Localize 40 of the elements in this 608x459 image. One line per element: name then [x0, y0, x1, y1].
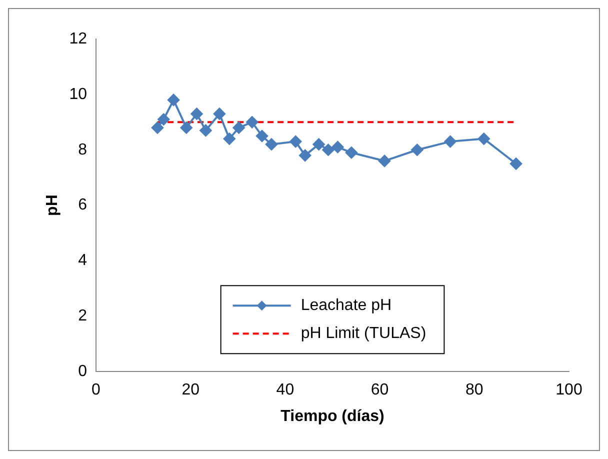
point — [180, 122, 192, 134]
point — [378, 154, 391, 167]
point — [256, 130, 268, 142]
y-tick-label: 0 — [78, 363, 88, 380]
point — [345, 146, 358, 159]
x-tick-label: 20 — [182, 382, 200, 399]
y-tick-label: 4 — [78, 252, 88, 270]
legend-label: pH Limit (TULAS) — [300, 325, 426, 342]
y-tick-label: 2 — [78, 308, 88, 325]
point — [151, 122, 164, 134]
y-tick-label: 10 — [69, 86, 88, 103]
y-tick-label: 6 — [78, 196, 88, 214]
point — [478, 132, 490, 145]
y-tick-label: 8 — [78, 141, 88, 158]
point — [265, 138, 278, 150]
x-tick-label: 80 — [466, 382, 484, 399]
point — [200, 124, 212, 136]
point — [158, 113, 170, 126]
x-tick-label: 100 — [556, 382, 582, 399]
point — [232, 122, 245, 134]
point — [190, 108, 203, 120]
point — [411, 144, 424, 156]
point — [322, 144, 334, 156]
point — [332, 141, 344, 154]
legend-label: Leachate pH — [300, 297, 392, 314]
point — [510, 158, 522, 170]
x-tick-label: 60 — [370, 382, 389, 399]
x-axis-title: Tiempo (días) — [280, 408, 384, 425]
point — [223, 132, 236, 145]
point — [312, 138, 325, 150]
y-axis-title: pH — [44, 194, 62, 216]
x-tick-label: 40 — [276, 382, 294, 399]
point — [444, 136, 456, 148]
x-tick-label: 0 — [92, 382, 101, 399]
point — [299, 149, 312, 162]
point — [213, 108, 226, 120]
point — [168, 94, 180, 106]
point — [290, 136, 302, 148]
y-tick-label: 12 — [69, 30, 88, 48]
point — [246, 116, 258, 128]
